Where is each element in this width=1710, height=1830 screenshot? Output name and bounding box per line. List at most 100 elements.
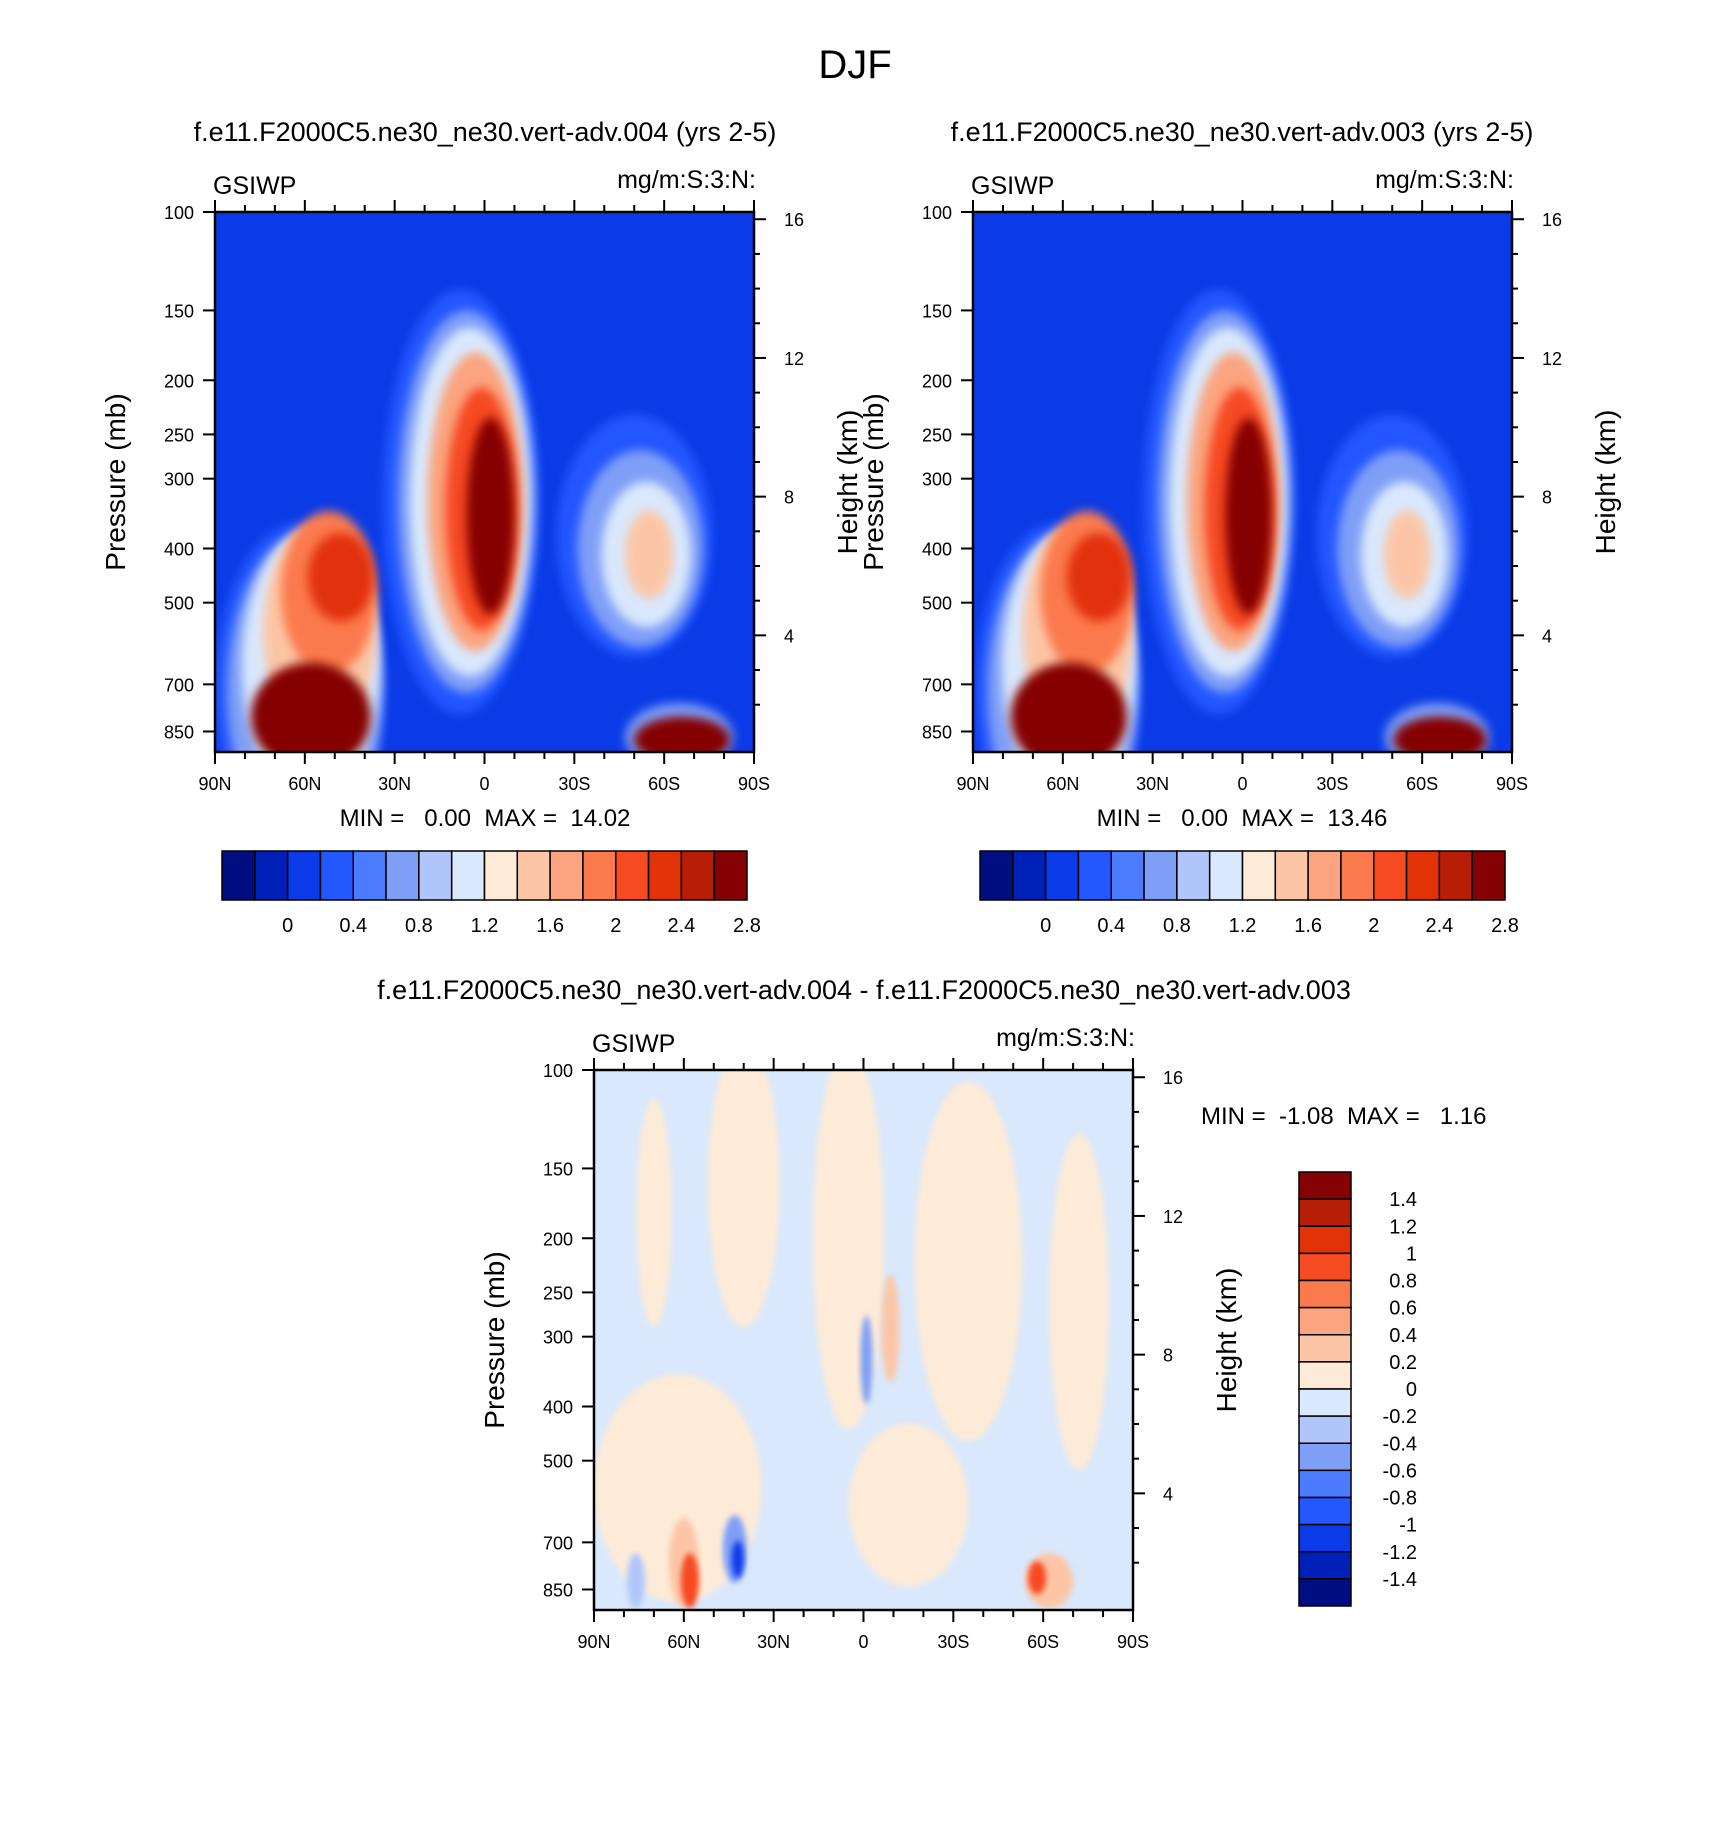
panel-a-min-max: MIN = 0.00 MAX = 14.02 — [340, 805, 631, 832]
panel-diff-y-tick-label: 200 — [543, 1229, 573, 1249]
panel-diff-colorbar-label: -0.6 — [1383, 1460, 1417, 1482]
panel-diff-field-region-1 — [707, 1070, 780, 1327]
panel-a-field-region-18 — [634, 716, 731, 752]
panel-a-colorbar-swatch — [254, 850, 289, 901]
panel-b-min-max: MIN = 0.00 MAX = 13.46 — [1097, 805, 1388, 832]
panel-b-y2-axis-label: Height (km) — [1590, 410, 1621, 555]
panel-b-colorbar-swatch — [1012, 850, 1047, 901]
panel-b-field-region-6 — [1010, 662, 1127, 752]
panel-b-y2-tick-label: 8 — [1542, 488, 1552, 508]
panel-diff-colorbar-swatch — [1298, 1388, 1352, 1417]
panel-diff-y-tick-label: 850 — [543, 1580, 573, 1600]
panel-b-x-tick-label: 90S — [1496, 774, 1528, 794]
panel-diff-y-axis-label: Pressure (mb) — [479, 1251, 510, 1428]
panel-diff-units: mg/m:S:3:N: — [996, 1024, 1135, 1052]
panel-a-variable: GSIWP — [213, 172, 296, 200]
panel-b-field-region-5 — [1066, 532, 1131, 622]
panel-diff-title: f.e11.F2000C5.ne30_ne30.vert-adv.004 - f… — [377, 975, 1351, 1005]
panel-diff-field-region-6 — [848, 1423, 969, 1587]
panel-a-y-tick-label: 500 — [164, 594, 194, 614]
panel-diff-min-max: MIN = -1.08 MAX = 1.16 — [1201, 1103, 1486, 1130]
panel-b-title: f.e11.F2000C5.ne30_ne30.vert-adv.003 (yr… — [951, 117, 1534, 147]
panel-b-variable: GSIWP — [971, 172, 1054, 200]
panel-diff-y2-tick-label: 16 — [1163, 1068, 1183, 1088]
panel-a-colorbar-label: 1.6 — [536, 915, 564, 937]
panel-diff-colorbar-label: 0.6 — [1389, 1298, 1417, 1320]
panel-a-colorbar-label: 2.4 — [667, 915, 695, 937]
panel-diff-field-region-0 — [635, 1098, 672, 1327]
panel-b-y-tick-label: 200 — [922, 371, 952, 391]
panel-diff-x-tick-label: 0 — [858, 1632, 868, 1652]
panel-diff-colorbar-label: -1 — [1399, 1515, 1417, 1537]
panel-b-colorbar-swatch — [1176, 850, 1211, 901]
panel-diff-colorbar-swatch — [1298, 1171, 1352, 1200]
panel-diff-field-region-14 — [881, 1274, 900, 1383]
panel-diff-y2-tick-label: 8 — [1163, 1346, 1173, 1366]
panel-b-y-tick-label: 150 — [922, 301, 952, 321]
panel-a-colorbar-swatch — [615, 850, 650, 901]
panel-b-x-tick-label: 60N — [1046, 774, 1079, 794]
panel-a-y-tick-label: 850 — [164, 722, 194, 742]
panel-a-colorbar-label: 2 — [610, 915, 621, 937]
panel-b-x-tick-label: 90N — [956, 774, 989, 794]
panel-diff-field-region-13 — [1028, 1561, 1047, 1595]
panel-a-colorbar-swatch — [352, 850, 387, 901]
panel-a-y-tick-label: 200 — [164, 371, 194, 391]
panel-diff-field-region-9 — [626, 1553, 645, 1609]
panel-diff-colorbar-swatch — [1298, 1442, 1352, 1472]
panel-diff: f.e11.F2000C5.ne30_ne30.vert-adv.004 - f… — [377, 975, 1486, 1652]
panel-a-colorbar-label: 1.2 — [471, 915, 499, 937]
panel-b-units: mg/m:S:3:N: — [1375, 166, 1514, 194]
panel-diff-y-tick-label: 300 — [543, 1328, 573, 1348]
panel-diff-colorbar-label: -1.4 — [1383, 1569, 1417, 1591]
panel-a-y2-tick-label: 4 — [784, 626, 794, 646]
panel-a-colorbar-swatch — [483, 850, 519, 901]
panel-a-axes: 90N 60N 30N 0 30S 60S 90S 100 150 200 250 300 400 500… — [100, 200, 863, 794]
panel-diff-colorbar-label: -0.8 — [1383, 1488, 1417, 1510]
panel-a-y2-tick-label: 16 — [784, 210, 804, 230]
panel-diff-field-region-5 — [594, 1374, 762, 1603]
panel-diff-y-tick-label: 400 — [543, 1398, 573, 1418]
panel-diff-colorbar: 1.4 1.2 1 0.8 0.6 0.4 0.2 0 -0.2 -0.4 -0.6 -0.8 -1 -1… — [1298, 1171, 1417, 1607]
panel-b-colorbar-swatch — [1044, 850, 1080, 901]
panel-b-colorbar-label: 2.4 — [1425, 915, 1453, 937]
panel-diff-field-region-3 — [914, 1081, 1023, 1442]
panel-a-x-tick-label: 30N — [378, 774, 411, 794]
panel-b-x-tick-label: 0 — [1237, 774, 1247, 794]
panel-diff-colorbar-swatch — [1298, 1252, 1352, 1282]
panel-a-colorbar-label: 0 — [282, 915, 293, 937]
panel-b-y2-tick-label: 16 — [1542, 210, 1562, 230]
panel-a-field — [215, 212, 754, 752]
panel-a-field-region-6 — [250, 662, 371, 752]
panel-a-y-tick-label: 300 — [164, 470, 194, 490]
panel-b-y-tick-label: 100 — [922, 203, 952, 223]
panel-diff-colorbar-label: 1 — [1406, 1243, 1417, 1265]
panel-a-units: mg/m:S:3:N: — [617, 166, 756, 194]
panel-a-colorbar-swatch — [221, 850, 256, 901]
panel-a: f.e11.F2000C5.ne30_ne30.vert-adv.004 (yr… — [100, 117, 863, 937]
panel-b-x-tick-label: 30N — [1136, 774, 1169, 794]
panel-diff-y-tick-label: 700 — [543, 1533, 573, 1553]
panel-a-x-tick-label: 90S — [738, 774, 770, 794]
panel-diff-colorbar-label: -0.2 — [1383, 1406, 1417, 1428]
panel-diff-field — [594, 1070, 1133, 1610]
panel-diff-colorbar-swatch — [1298, 1306, 1352, 1336]
panel-a-colorbar-swatch — [418, 850, 453, 901]
panel-b-y2-tick-label: 12 — [1542, 349, 1562, 369]
panel-b-colorbar-label: 1.6 — [1294, 915, 1322, 937]
panel-diff-colorbar-swatch — [1298, 1551, 1352, 1580]
panel-b-colorbar-swatch — [1405, 850, 1441, 901]
panel-diff-y2-tick-label: 12 — [1163, 1207, 1183, 1227]
panel-b-colorbar-label: 1.2 — [1229, 915, 1257, 937]
panel-diff-x-tick-label: 90S — [1117, 1632, 1149, 1652]
panel-b-colorbar-swatch — [1373, 850, 1408, 901]
panel-b: f.e11.F2000C5.ne30_ne30.vert-adv.003 (yr… — [858, 117, 1621, 937]
panel-a-y-tick-label: 700 — [164, 675, 194, 695]
panel-a-y-tick-label: 400 — [164, 540, 194, 560]
panel-diff-colorbar-swatch — [1298, 1198, 1352, 1227]
panel-diff-colorbar-label: 0 — [1406, 1379, 1417, 1401]
panel-b-y2-tick-label: 4 — [1542, 626, 1552, 646]
panel-diff-variable: GSIWP — [592, 1030, 675, 1058]
panel-a-y-tick-label: 250 — [164, 425, 194, 445]
panel-a-y-axis-label: Pressure (mb) — [100, 393, 131, 570]
